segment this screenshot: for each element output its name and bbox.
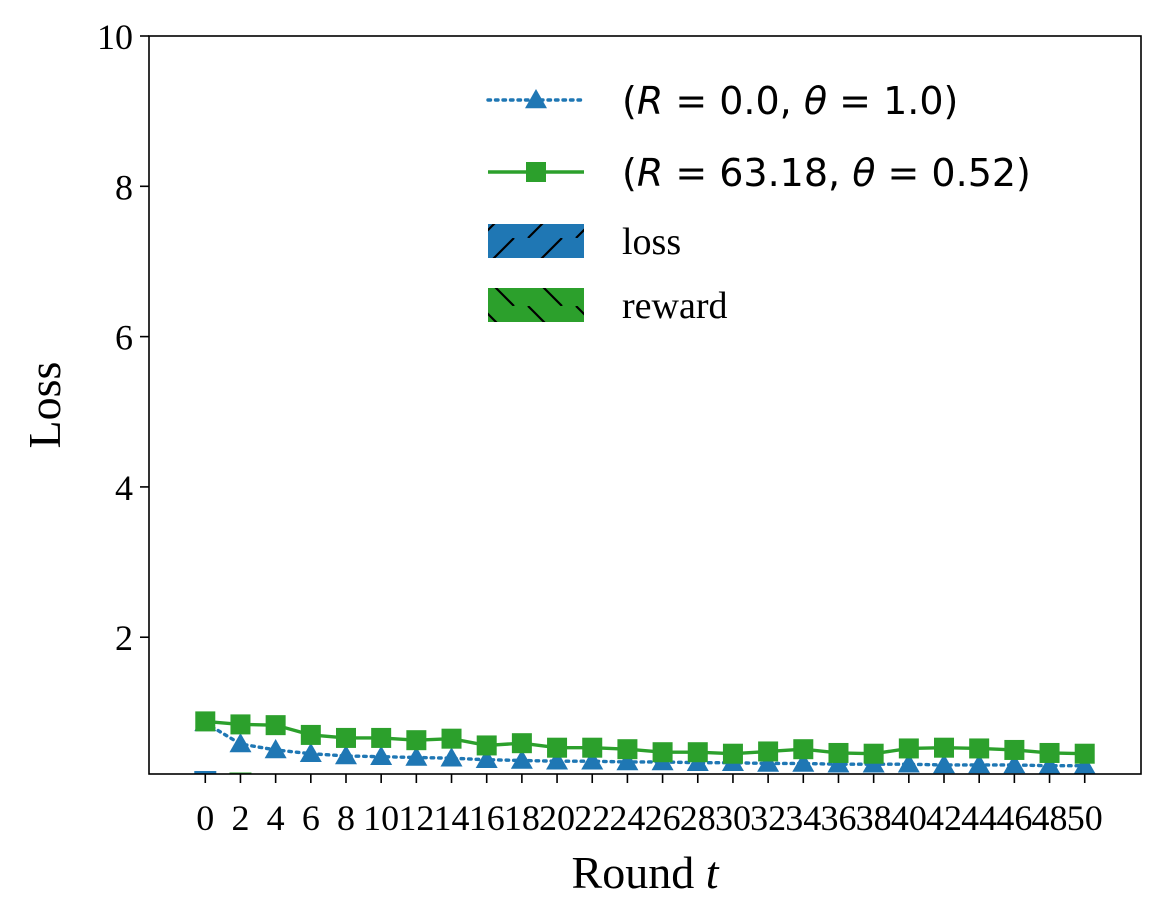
x-tick-label-46: 46 xyxy=(996,798,1032,838)
series-0-point-2 xyxy=(264,738,287,759)
series-1-point-10 xyxy=(547,737,568,758)
legend-label-1: (R = 63.18, θ = 0.52) xyxy=(622,151,1031,195)
series-1-point-4 xyxy=(335,727,356,748)
series-0-point-17 xyxy=(792,752,815,772)
plot-frame xyxy=(148,35,1142,775)
series-1-point-6 xyxy=(406,730,427,751)
y-tick-label-8: 8 xyxy=(115,167,133,207)
x-tick-label-36: 36 xyxy=(820,798,856,838)
series-1-point-14 xyxy=(687,742,708,763)
series-1-point-9 xyxy=(511,733,532,754)
series-0-point-4 xyxy=(334,744,357,765)
x-tick-label-22: 22 xyxy=(574,798,610,838)
x-tick-label-26: 26 xyxy=(645,798,681,838)
series-0-point-7 xyxy=(440,747,463,767)
series-1-point-19 xyxy=(863,743,884,764)
x-tick-label-4: 4 xyxy=(267,798,285,838)
x-tick-label-50: 50 xyxy=(1067,798,1103,838)
legend-marker-1 xyxy=(526,162,546,182)
series-1-point-13 xyxy=(652,742,673,763)
bar-loss-0 xyxy=(194,770,217,774)
series-0-point-3 xyxy=(299,742,322,762)
series-1-point-18 xyxy=(828,742,849,763)
x-tick-label-28: 28 xyxy=(680,798,716,838)
series-0-point-20 xyxy=(897,753,920,773)
x-tick-label-42: 42 xyxy=(926,798,962,838)
x-tick-label-8: 8 xyxy=(337,798,355,838)
x-tick-label-34: 34 xyxy=(785,798,821,838)
x-tick-label-2: 2 xyxy=(231,798,249,838)
series-0-point-24 xyxy=(1038,754,1061,774)
x-tick-label-16: 16 xyxy=(469,798,505,838)
series-1-point-20 xyxy=(898,738,919,759)
x-tick-label-18: 18 xyxy=(504,798,540,838)
series-1-point-23 xyxy=(1004,739,1025,760)
x-axis: 0 2 4 6 8 10 12 14 16 18 20 22 24 26 28 30 32 34 36 38 40 42 4… xyxy=(196,774,1103,838)
x-tick-label-32: 32 xyxy=(750,798,786,838)
x-tick-label-6: 6 xyxy=(302,798,320,838)
legend-label-loss: loss xyxy=(622,221,681,263)
series-0-point-23 xyxy=(1003,753,1026,774)
y-tick-label-4: 4 xyxy=(115,468,133,508)
x-tick-label-10: 10 xyxy=(363,798,399,838)
x-tick-label-48: 48 xyxy=(1032,798,1068,838)
series-0-point-5 xyxy=(370,745,393,765)
x-tick-label-24: 24 xyxy=(609,798,645,838)
series-0-point-8 xyxy=(475,748,498,768)
series-1-point-25 xyxy=(1074,743,1095,764)
series-1-point-15 xyxy=(722,743,743,764)
series-1-point-12 xyxy=(617,739,638,760)
series-1-point-21 xyxy=(934,737,955,758)
series-1-point-2 xyxy=(265,715,286,736)
x-tick-label-38: 38 xyxy=(856,798,892,838)
x-axis-label: Round t xyxy=(572,847,720,898)
series-0-point-25 xyxy=(1073,754,1096,774)
series-1-point-16 xyxy=(758,741,779,762)
legend-label-reward: reward xyxy=(622,285,727,327)
x-tick-label-30: 30 xyxy=(715,798,751,838)
series-0-point-10 xyxy=(546,750,569,770)
x-tick-label-12: 12 xyxy=(398,798,434,838)
series-1-point-11 xyxy=(582,737,603,758)
series-1-point-3 xyxy=(300,724,321,745)
legend: (R = 0.0, θ = 1.0) (R = 63.18, θ = 0.52) l… xyxy=(486,79,1031,327)
series-0-point-22 xyxy=(968,753,991,774)
y-axis-label: Loss xyxy=(19,362,70,449)
series-1-point-17 xyxy=(793,739,814,760)
x-tick-label-0: 0 xyxy=(196,798,214,838)
legend-hatch-loss xyxy=(488,224,584,258)
series-0-point-1 xyxy=(229,732,252,753)
series-0-point-21 xyxy=(933,753,956,774)
series-1-point-22 xyxy=(969,738,990,759)
y-tick-label-6: 6 xyxy=(115,318,133,358)
series-1-point-8 xyxy=(476,735,497,756)
y-tick-label-10: 10 xyxy=(97,17,133,57)
series-0-point-16 xyxy=(757,752,780,772)
series-0-point-9 xyxy=(510,749,533,769)
series-layer xyxy=(194,711,1096,774)
series-1-point-24 xyxy=(1039,742,1060,763)
x-tick-label-44: 44 xyxy=(961,798,997,838)
series-0-point-11 xyxy=(581,750,604,770)
x-tick-label-20: 20 xyxy=(539,798,575,838)
series-0-point-12 xyxy=(616,750,639,771)
series-1-point-1 xyxy=(230,714,251,735)
x-tick-label-40: 40 xyxy=(891,798,927,838)
legend-hatch-reward xyxy=(488,288,584,322)
x-tick-label-14: 14 xyxy=(434,798,470,838)
y-tick-label-2: 2 xyxy=(115,618,133,658)
series-1-point-0 xyxy=(195,711,216,732)
series-1-point-5 xyxy=(371,727,392,748)
legend-marker-0 xyxy=(525,89,547,109)
legend-label-0: (R = 0.0, θ = 1.0) xyxy=(622,79,958,123)
series-0-point-6 xyxy=(405,746,428,766)
series-1-point-7 xyxy=(441,728,462,749)
y-axis: 2 4 6 8 10 xyxy=(97,17,149,658)
